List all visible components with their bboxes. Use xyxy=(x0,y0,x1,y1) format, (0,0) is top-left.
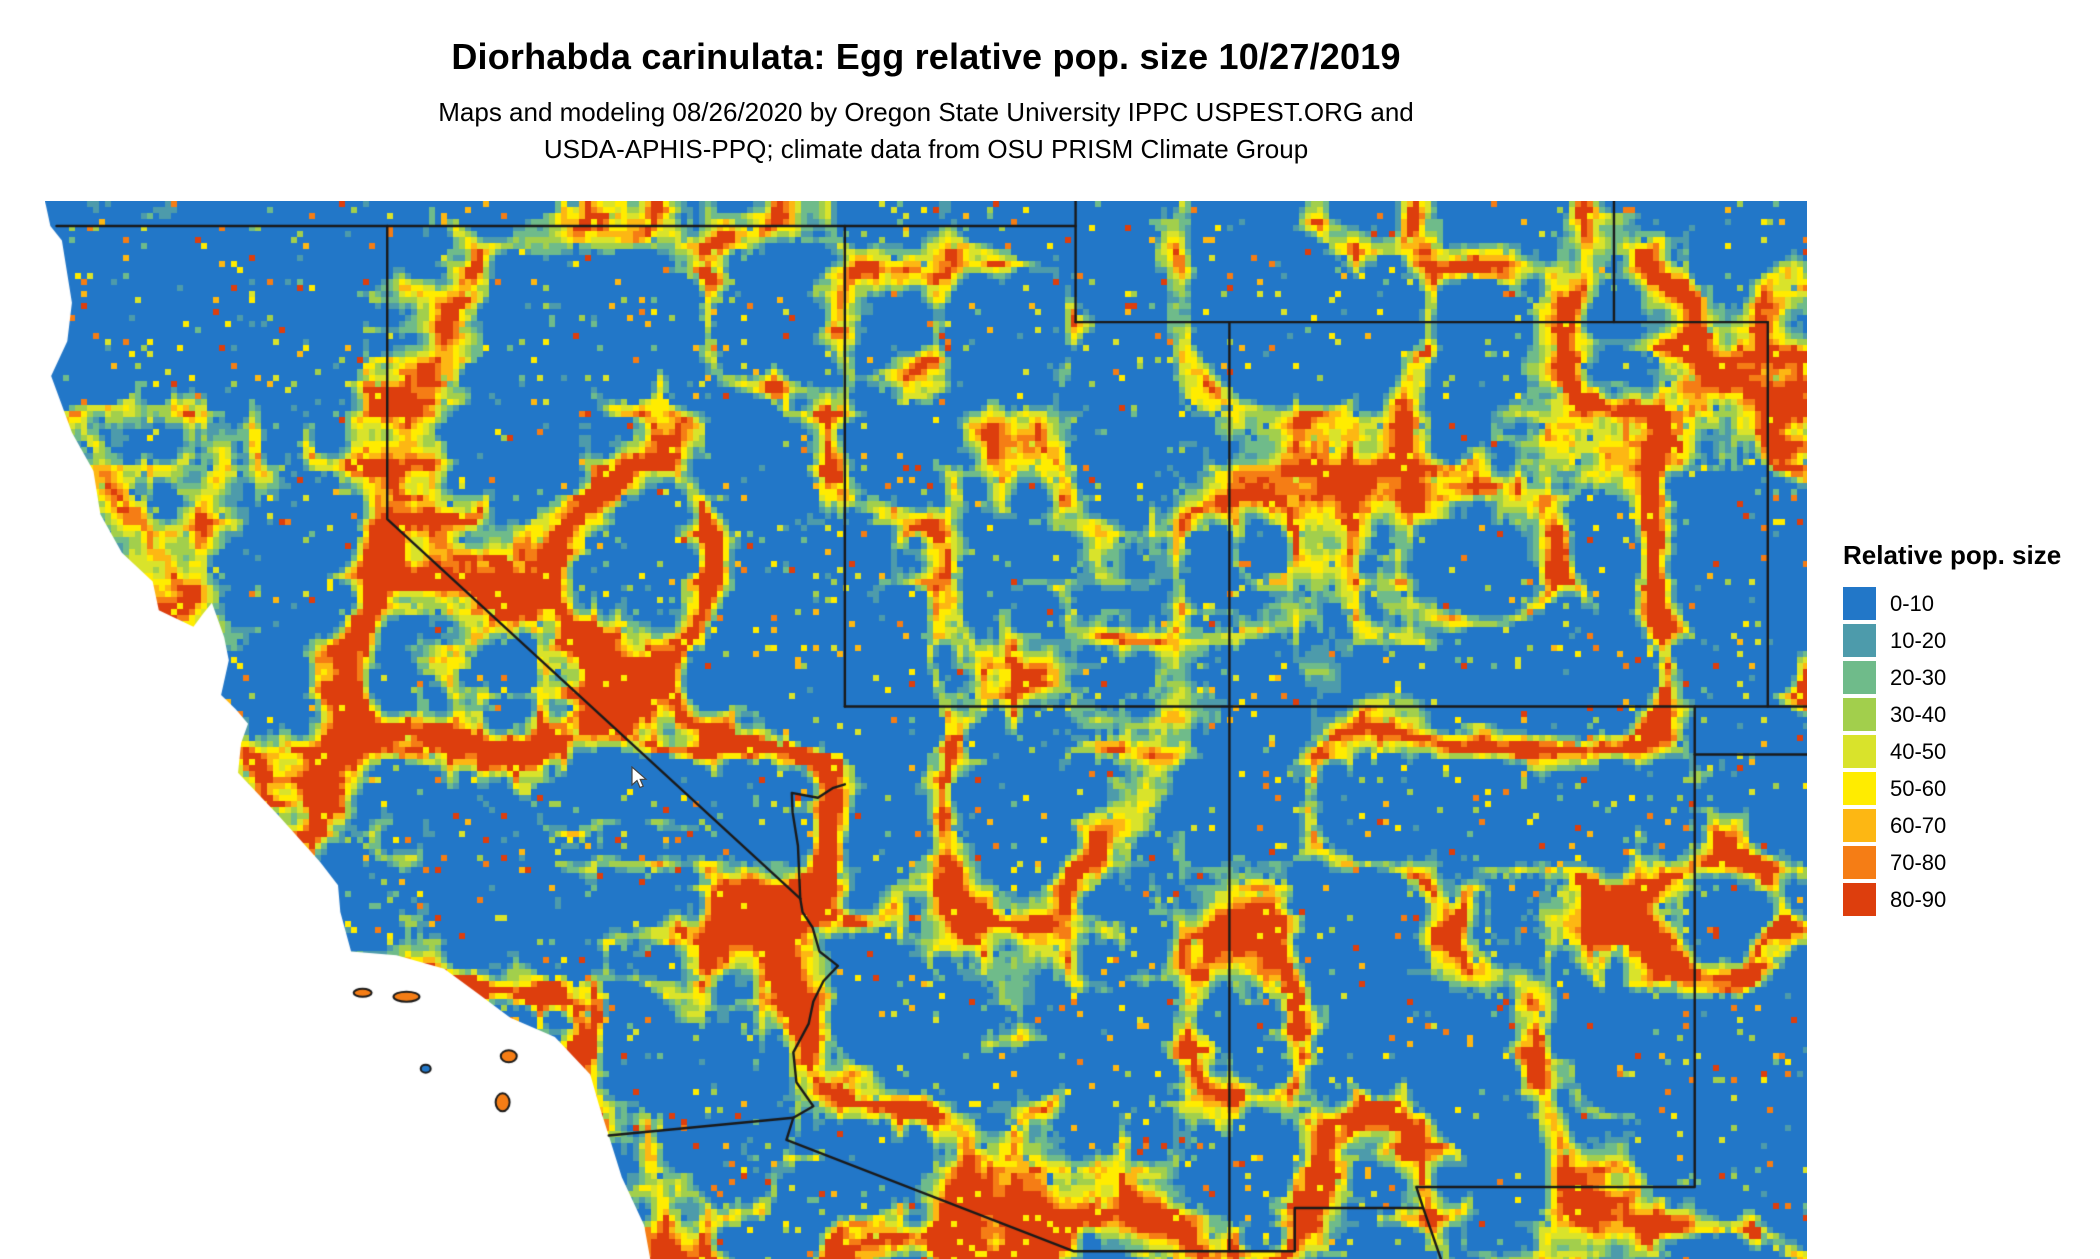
legend-swatch-icon xyxy=(1843,735,1876,768)
legend-label: 0-10 xyxy=(1890,590,1935,616)
legend-swatch-icon xyxy=(1843,698,1876,731)
page-title: Diorhabda carinulata: Egg relative pop. … xyxy=(451,36,1401,77)
legend-label: 70-80 xyxy=(1890,849,1947,875)
legend-label: 30-40 xyxy=(1890,701,1947,727)
legend-label: 60-70 xyxy=(1890,812,1947,838)
legend-label: 40-50 xyxy=(1890,738,1947,764)
subtitle-line-1: Maps and modeling 08/26/2020 by Oregon S… xyxy=(438,97,1414,127)
legend-item: 0-10 xyxy=(1843,587,2061,620)
legend-item: 20-30 xyxy=(1843,661,2061,694)
legend: Relative pop. size 0-10 10-20 20-30 30-4… xyxy=(1843,540,2061,920)
map-canvas xyxy=(45,201,1807,1259)
legend-item: 30-40 xyxy=(1843,698,2061,731)
legend-swatch-icon xyxy=(1843,846,1876,879)
legend-label: 20-30 xyxy=(1890,664,1947,690)
subtitle-line-2: USDA-APHIS-PPQ; climate data from OSU PR… xyxy=(543,134,1309,164)
legend-item: 70-80 xyxy=(1843,846,2061,879)
legend-item: 50-60 xyxy=(1843,772,2061,805)
legend-swatch-icon xyxy=(1843,587,1876,620)
legend-swatch-icon xyxy=(1843,661,1876,694)
legend-swatch-icon xyxy=(1843,809,1876,842)
legend-items: 0-10 10-20 20-30 30-40 40-50 50-60 60-70 xyxy=(1843,587,2061,916)
legend-title: Relative pop. size xyxy=(1843,540,2062,570)
legend-swatch-icon xyxy=(1843,772,1876,805)
legend-swatch-icon xyxy=(1843,624,1876,657)
legend-label: 10-20 xyxy=(1890,627,1947,653)
legend-swatch-icon xyxy=(1843,883,1876,916)
legend-label: 80-90 xyxy=(1890,886,1947,912)
legend-item: 10-20 xyxy=(1843,624,2061,657)
legend-label: 50-60 xyxy=(1890,775,1947,801)
legend-item: 60-70 xyxy=(1843,809,2061,842)
legend-item: 40-50 xyxy=(1843,735,2061,768)
legend-item: 80-90 xyxy=(1843,883,2061,916)
